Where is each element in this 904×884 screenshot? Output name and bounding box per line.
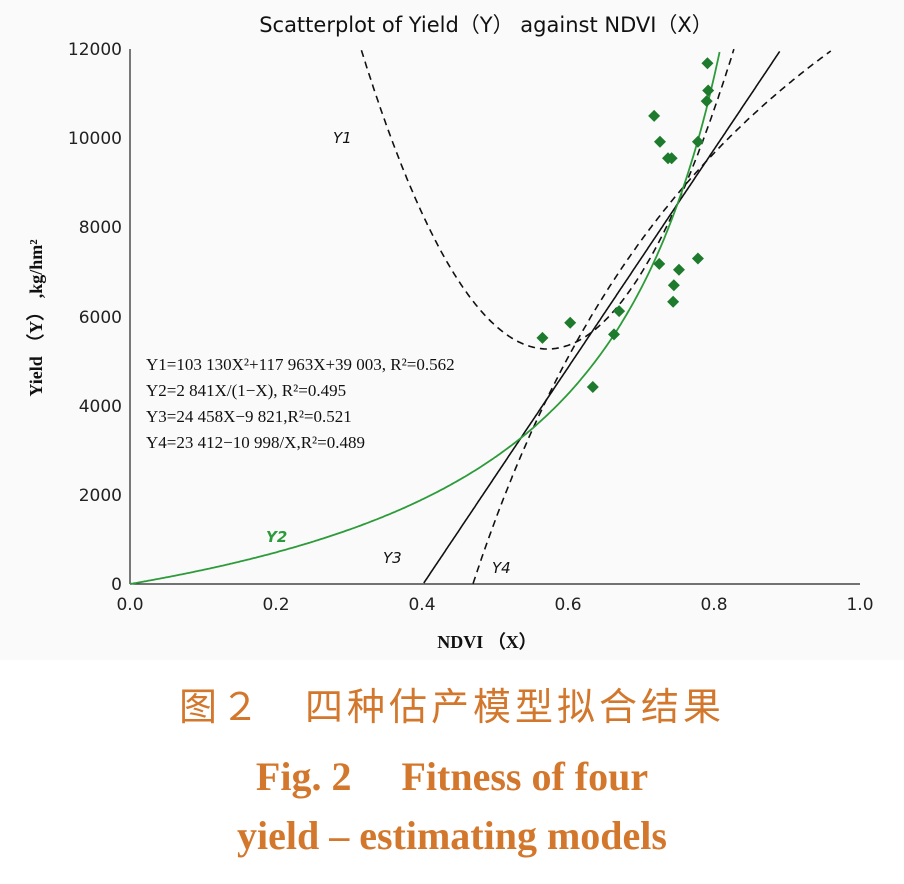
chart-title: Scatterplot of Yield（Y） against NDVI（X）: [259, 13, 713, 37]
chart-panel: Scatterplot of Yield（Y） against NDVI（X） …: [26, 13, 874, 652]
equation-y1: Y1=103 130X²+117 963X+39 003, R²=0.562: [146, 355, 455, 374]
y2-curve: [129, 51, 721, 585]
equation-y4: Y4=23 412−10 998/X,R²=0.489: [146, 433, 365, 452]
y-tick-label: 0: [111, 575, 122, 595]
data-point: [586, 380, 599, 393]
y2-curve-label: Y2: [266, 528, 287, 546]
x-tick-label: 0.4: [408, 595, 435, 615]
x-tick-label: 0.8: [700, 595, 727, 615]
figure-caption-chinese: 图２ 四种估产模型拟合结果: [178, 685, 725, 729]
data-point: [702, 84, 715, 97]
data-point: [700, 95, 713, 108]
y1-curve: [360, 48, 735, 350]
equation-y3: Y3=24 458X−9 821,R²=0.521: [146, 407, 352, 426]
x-axis-label: NDVI （X）: [437, 632, 537, 652]
data-point: [691, 252, 704, 265]
data-point: [653, 135, 666, 148]
y-tick-label: 6000: [79, 308, 122, 328]
data-point: [672, 263, 685, 276]
data-point: [667, 279, 680, 292]
y-axis-label: Yield （Y） ,kg/hm²: [26, 239, 46, 396]
scatter-chart: Scatterplot of Yield（Y） against NDVI（X） …: [26, 13, 874, 652]
data-point: [613, 305, 626, 318]
x-tick-label: 0.2: [262, 595, 289, 615]
data-point: [701, 57, 714, 70]
x-tick-label: 0.6: [554, 595, 581, 615]
y4-curve: [472, 50, 832, 584]
data-point: [648, 109, 661, 122]
data-point: [536, 331, 549, 344]
y-tick-label: 2000: [79, 486, 122, 506]
data-point: [653, 257, 666, 270]
y3-curve: [423, 50, 781, 584]
data-point: [667, 295, 680, 308]
figure-caption-english-line2: yield – estimating models: [237, 813, 667, 858]
y-tick-label: 4000: [79, 397, 122, 417]
equation-y2: Y2=2 841X/(1−X), R²=0.495: [146, 381, 346, 400]
y3-curve-label: Y3: [383, 549, 402, 567]
x-tick-label: 1.0: [846, 595, 873, 615]
data-point: [665, 152, 678, 165]
data-point: [564, 316, 577, 329]
data-points: [536, 57, 715, 393]
data-point: [607, 328, 620, 341]
figure-caption-english-line1: Fig. 2 Fitness of four: [255, 754, 649, 799]
y-tick-label: 10000: [68, 129, 122, 149]
y4-curve-label: Y4: [492, 559, 511, 577]
y1-curve-label: Y1: [333, 129, 352, 147]
data-point: [691, 135, 704, 148]
x-tick-label: 0.0: [116, 595, 143, 615]
y-tick-label: 12000: [68, 40, 122, 60]
y-tick-label: 8000: [79, 218, 122, 238]
